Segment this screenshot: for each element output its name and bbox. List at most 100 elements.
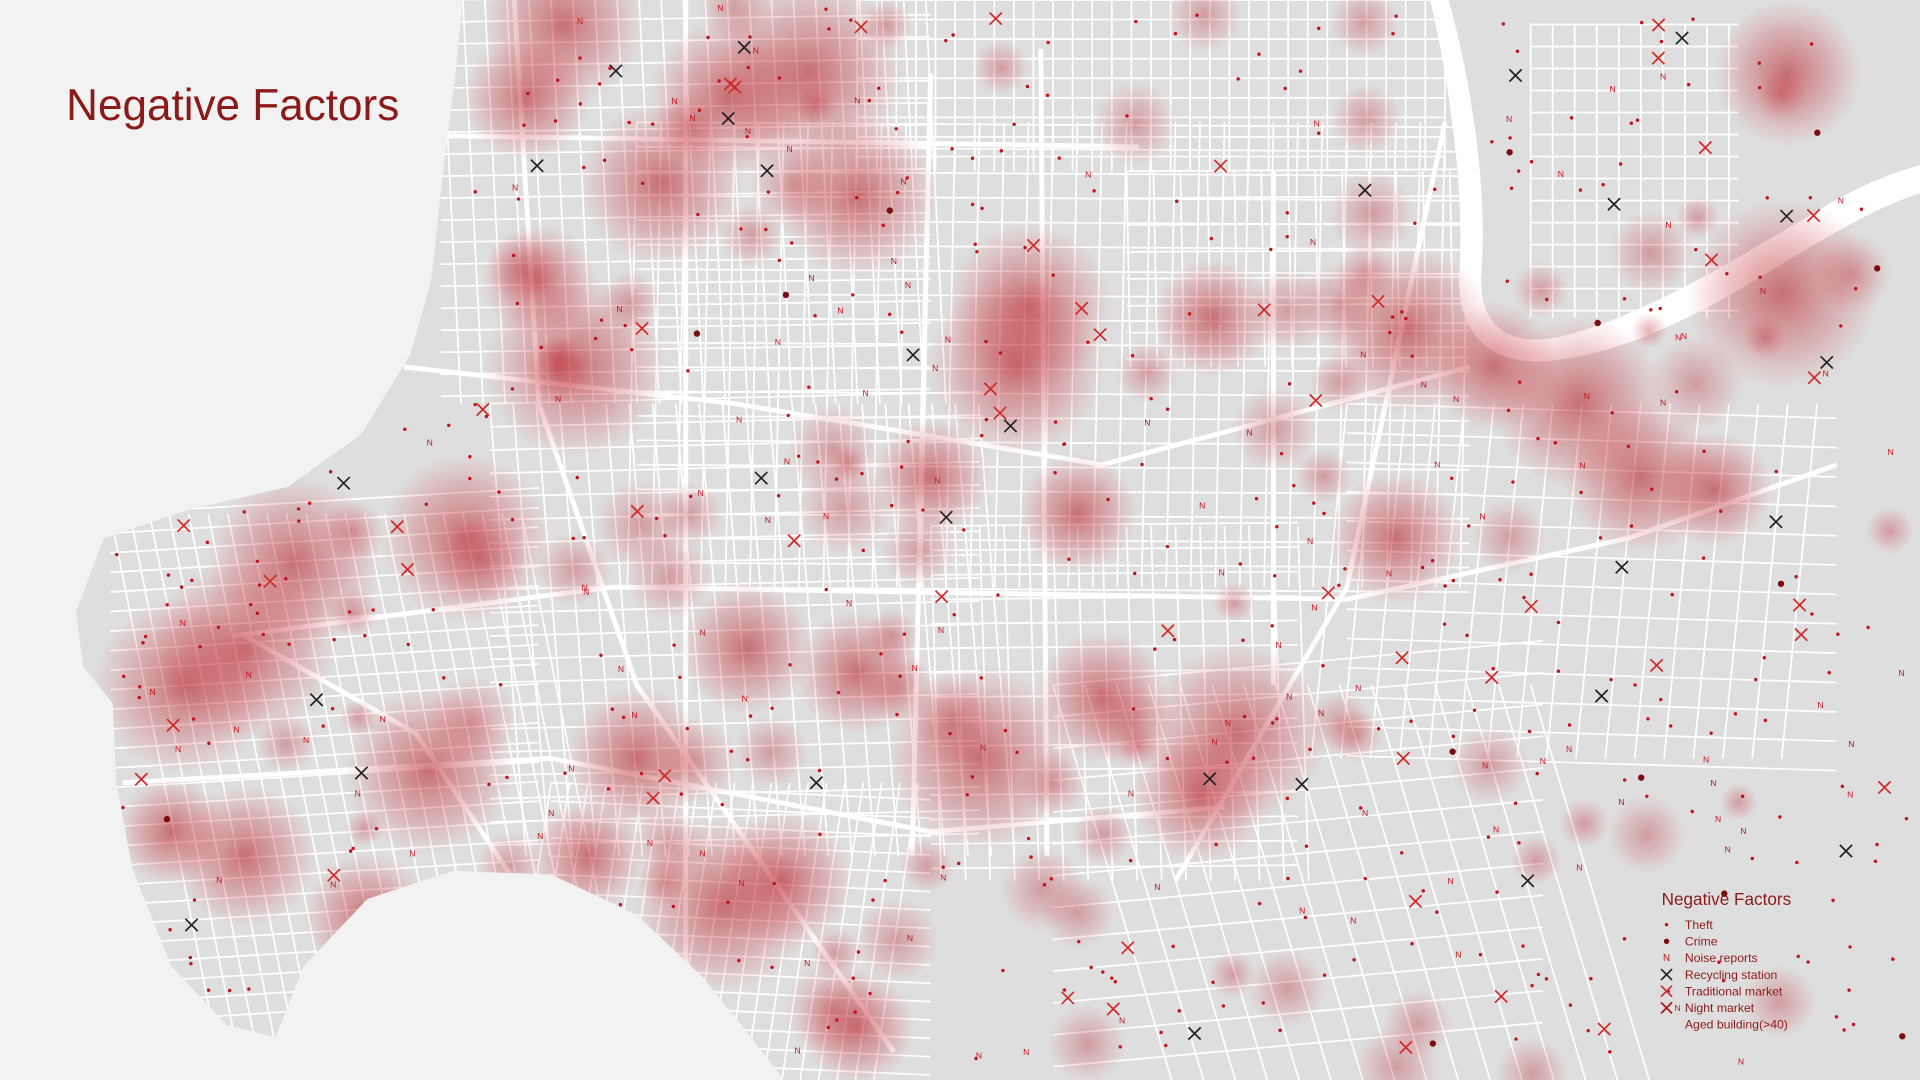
theft-point bbox=[284, 577, 288, 581]
noise-report: N bbox=[689, 113, 695, 123]
legend-symbol bbox=[1660, 985, 1673, 998]
noise-report: N bbox=[976, 1051, 982, 1061]
legend-label: Aged building(>40) bbox=[1685, 1018, 1788, 1032]
theft-point bbox=[1553, 441, 1558, 445]
crime-point bbox=[1429, 1040, 1437, 1047]
theft-point bbox=[1400, 310, 1404, 314]
theft-point bbox=[1598, 536, 1603, 540]
theft-point bbox=[970, 156, 975, 160]
theft-point bbox=[796, 454, 801, 458]
theft-point bbox=[1051, 273, 1055, 277]
street bbox=[1052, 862, 1543, 909]
theft-point bbox=[1646, 717, 1650, 721]
theft-point bbox=[871, 898, 875, 902]
noise-report: N bbox=[1725, 844, 1731, 854]
market bbox=[1807, 370, 1822, 385]
theft-point bbox=[121, 674, 126, 679]
noise-report: N bbox=[1660, 398, 1666, 408]
noise-report: N bbox=[1211, 737, 1217, 747]
market bbox=[630, 504, 645, 519]
heat-area bbox=[999, 846, 1086, 932]
recycling-station bbox=[1508, 68, 1523, 83]
theft-point bbox=[906, 439, 910, 444]
market bbox=[787, 534, 801, 548]
theft-point bbox=[1659, 697, 1663, 702]
street bbox=[1346, 608, 1837, 625]
heat-area bbox=[1647, 334, 1745, 432]
theft-point bbox=[1285, 234, 1289, 239]
heat-area bbox=[1295, 448, 1352, 505]
theft-point bbox=[689, 494, 693, 499]
noise-report: N bbox=[1675, 332, 1681, 342]
theft-point bbox=[1238, 562, 1243, 566]
theft-point bbox=[1089, 965, 1093, 970]
theft-point bbox=[1472, 708, 1477, 712]
theft-point bbox=[1645, 794, 1649, 799]
theft-point bbox=[836, 690, 841, 695]
theft-point bbox=[944, 38, 948, 43]
noise-report: N bbox=[330, 879, 336, 889]
theft-point bbox=[510, 517, 515, 522]
theft-point bbox=[1765, 196, 1769, 200]
noise-report: N bbox=[1307, 536, 1313, 546]
theft-point bbox=[1556, 620, 1561, 625]
theft-point bbox=[1795, 860, 1799, 865]
recycling-station bbox=[1202, 772, 1217, 786]
noise-report: N bbox=[717, 3, 723, 13]
noise-report: N bbox=[980, 743, 986, 753]
theft-point bbox=[1251, 756, 1256, 760]
street bbox=[1780, 403, 1818, 759]
recycling-station bbox=[809, 776, 824, 790]
theft-point bbox=[764, 227, 768, 232]
theft-point bbox=[1521, 944, 1525, 948]
noise-report: N bbox=[1482, 760, 1488, 770]
theft-point bbox=[606, 787, 611, 791]
heat-area bbox=[1607, 209, 1694, 296]
theft-point bbox=[1062, 442, 1066, 446]
theft-point bbox=[1435, 910, 1439, 914]
crime-point bbox=[1721, 890, 1728, 897]
crime-point bbox=[1873, 265, 1881, 272]
theft-point bbox=[610, 707, 615, 711]
heat-area bbox=[339, 699, 377, 737]
theft-point bbox=[849, 18, 853, 22]
theft-point bbox=[777, 76, 782, 80]
street bbox=[1346, 755, 1837, 772]
heat-area bbox=[1117, 724, 1160, 767]
theft-point bbox=[216, 625, 221, 629]
theft-point bbox=[1430, 558, 1435, 563]
heat-area bbox=[1047, 1003, 1127, 1080]
theft-point bbox=[898, 674, 902, 678]
theft-point bbox=[1659, 39, 1664, 44]
theft-point bbox=[881, 223, 885, 228]
heat-area bbox=[697, 0, 772, 46]
theft-point bbox=[902, 632, 907, 636]
theft-point bbox=[1486, 835, 1491, 839]
heat-area bbox=[1512, 261, 1570, 319]
theft-point bbox=[630, 347, 634, 352]
crime-point bbox=[1777, 580, 1785, 587]
noise-report: N bbox=[1154, 882, 1160, 892]
street bbox=[1052, 830, 1543, 877]
theft-point bbox=[1757, 85, 1762, 90]
recycling-station bbox=[1769, 515, 1783, 529]
theft-point bbox=[137, 685, 142, 689]
theft-point bbox=[790, 241, 794, 245]
theft-point bbox=[505, 775, 509, 780]
theft-point bbox=[996, 593, 1000, 597]
theft-point bbox=[1501, 22, 1506, 26]
theft-point bbox=[1298, 69, 1303, 73]
theft-point bbox=[1796, 954, 1800, 959]
theft-point bbox=[1847, 988, 1851, 992]
theft-point bbox=[1130, 353, 1135, 358]
heat-area bbox=[93, 594, 274, 776]
noise-report: N bbox=[671, 96, 677, 106]
crime-point bbox=[1899, 1033, 1906, 1040]
theft-point bbox=[1569, 116, 1574, 120]
noise-report: N bbox=[216, 875, 222, 885]
heat-area bbox=[1328, 0, 1400, 58]
crime-point bbox=[1594, 319, 1601, 327]
theft-point bbox=[374, 827, 379, 831]
crime-point bbox=[693, 330, 701, 337]
noise-report: N bbox=[1085, 169, 1091, 179]
